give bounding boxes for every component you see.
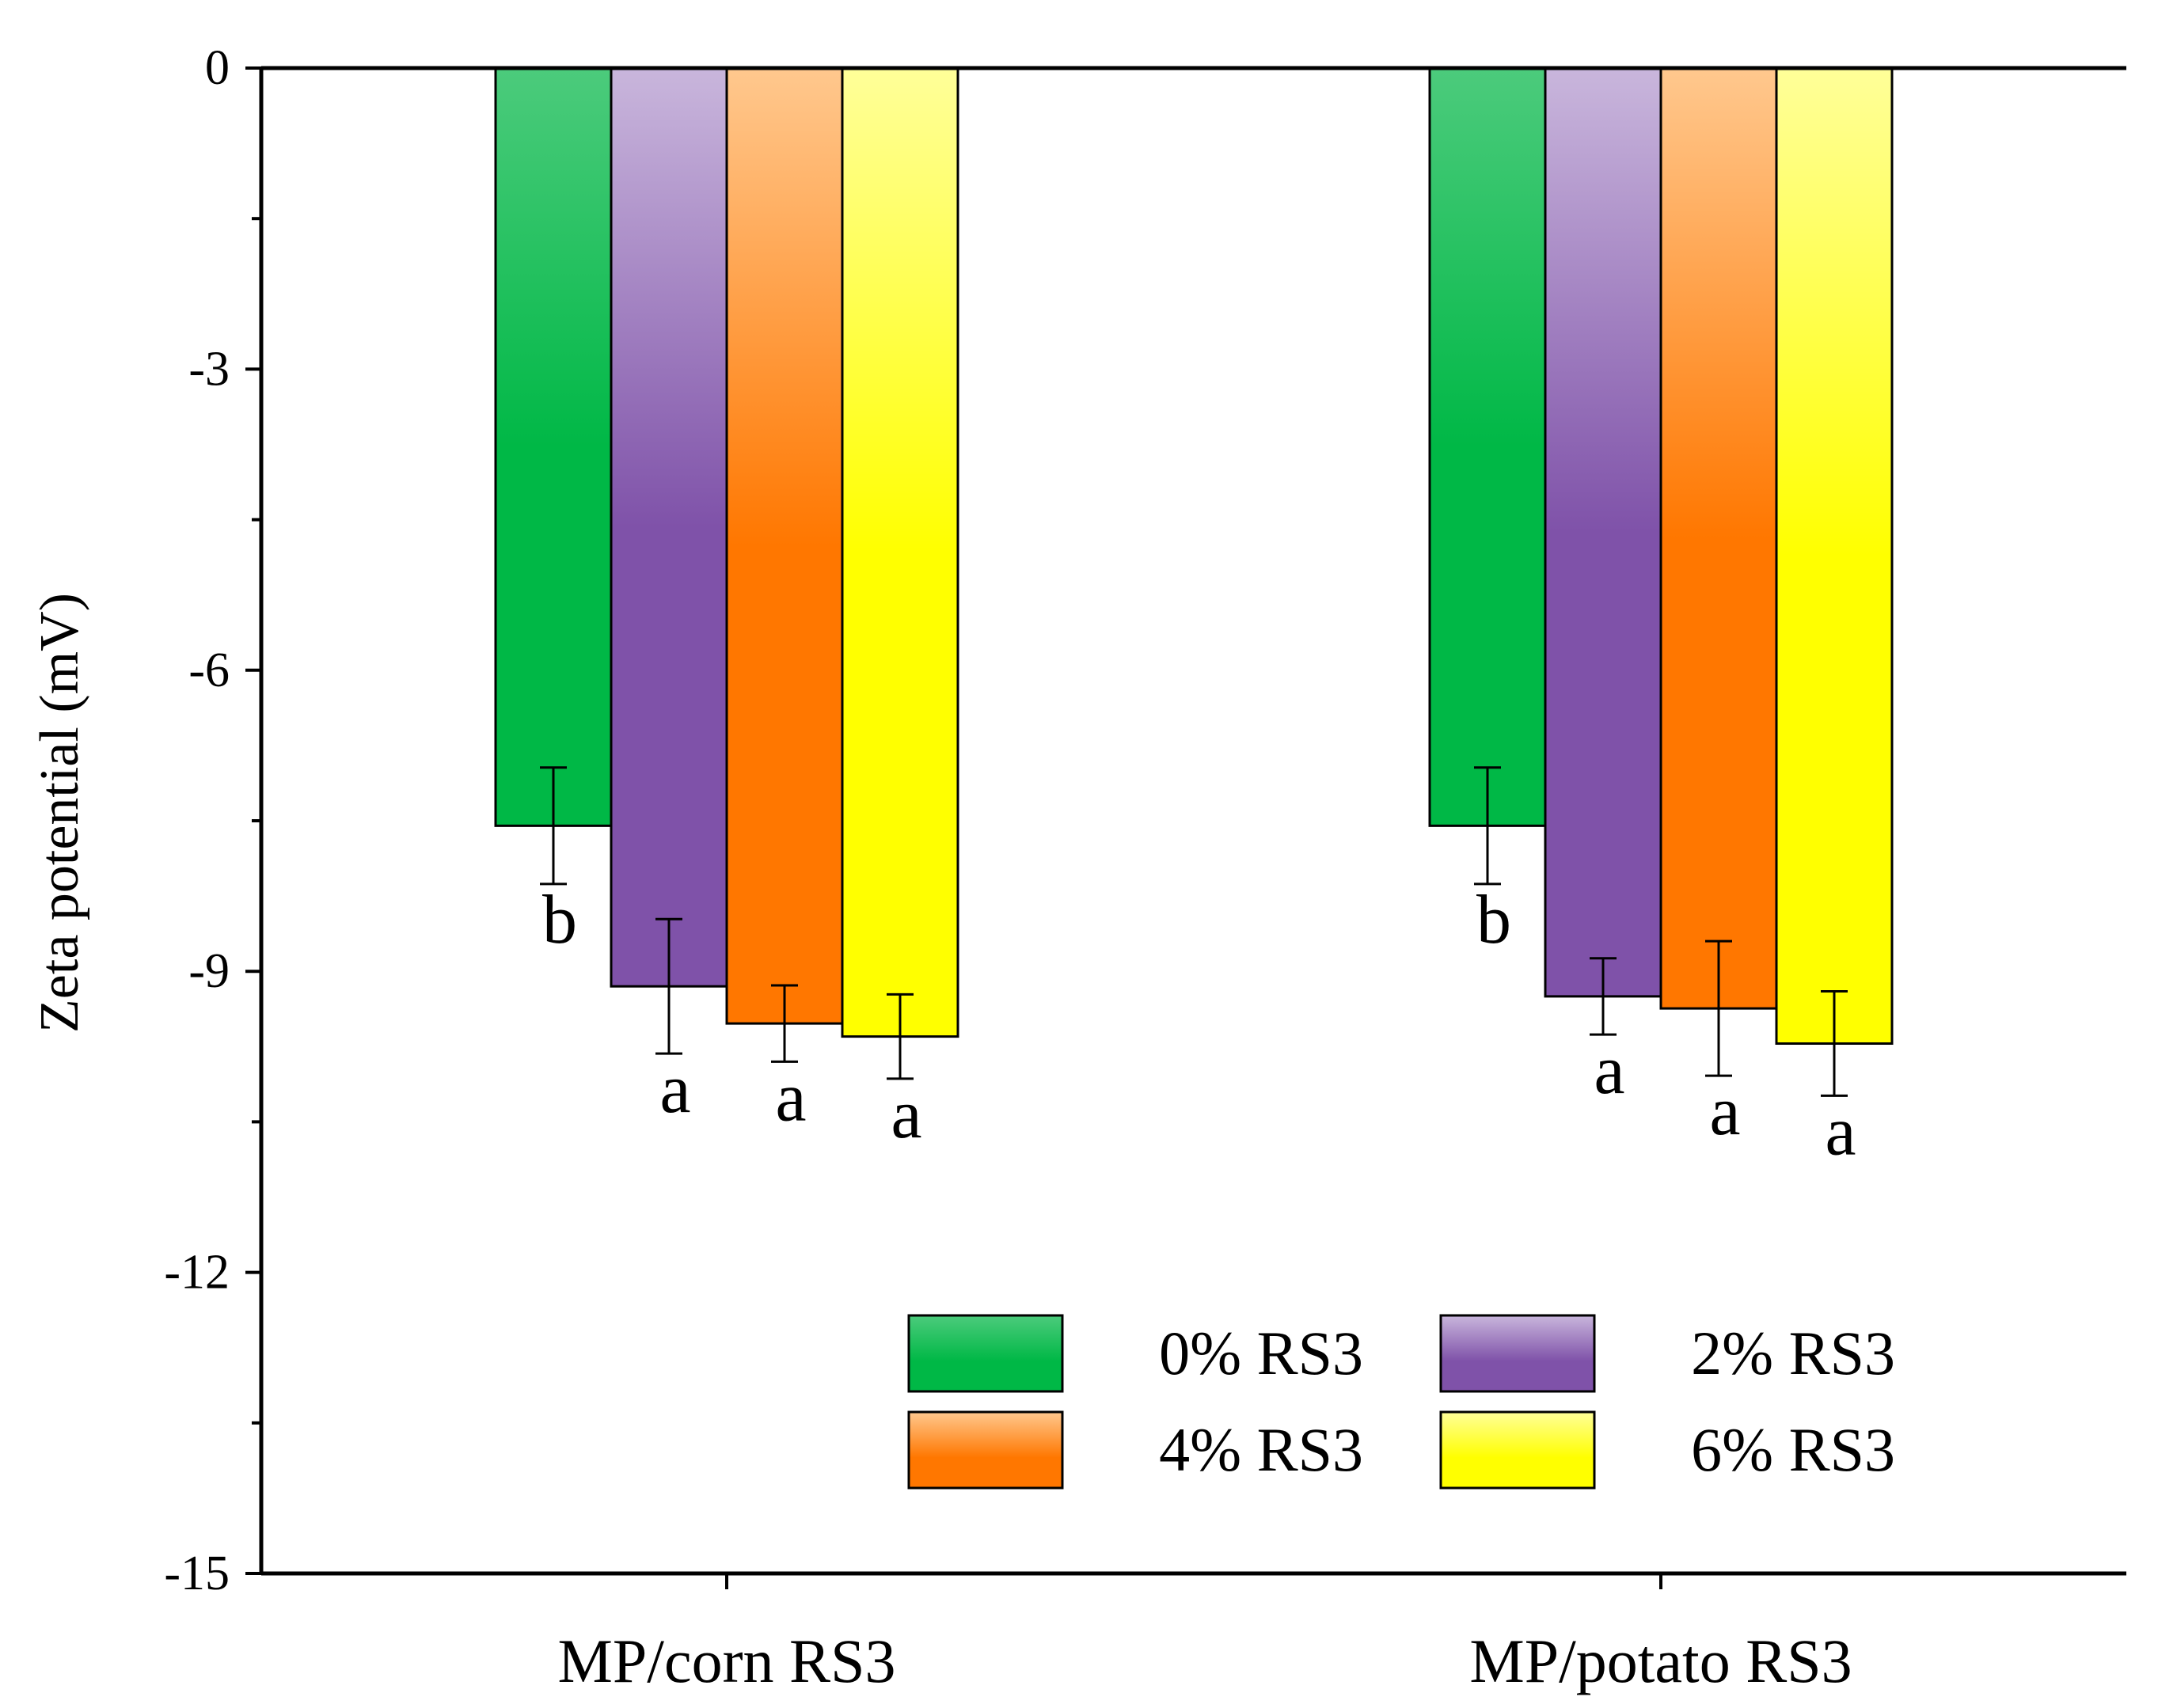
significance-letter-2-3: a <box>1709 1073 1740 1150</box>
bar-2-2 <box>1544 66 1662 998</box>
legend-swatch <box>1439 1314 1596 1393</box>
legend-swatch <box>907 1314 1064 1393</box>
y-axis-title: Zeta potential (mV) <box>29 593 90 1033</box>
significance-letter-2-1: b <box>1476 882 1511 958</box>
y-tick-label-2: -3 <box>188 342 230 396</box>
bar-2-1 <box>1428 66 1547 827</box>
y-tick-label-4: -9 <box>188 944 230 998</box>
bar-1-4 <box>841 66 959 1038</box>
y-tick-label-1: 0 <box>205 41 230 95</box>
bar-2-3 <box>1659 66 1778 1010</box>
legend-label: 0% RS3 <box>1159 1319 1363 1387</box>
significance-letter-1-1: b <box>542 882 577 958</box>
bar-1-2 <box>610 66 728 988</box>
significance-letter-2-2: a <box>1594 1032 1624 1109</box>
x-tick-label-1: MP/corn RS3 <box>558 1626 896 1695</box>
legend-swatch <box>1439 1410 1596 1490</box>
legend-label: 6% RS3 <box>1691 1415 1895 1484</box>
x-tick-label-2: MP/potato RS3 <box>1469 1626 1852 1695</box>
significance-letter-1-2: a <box>659 1051 690 1128</box>
y-tick-label-6: -15 <box>164 1547 230 1600</box>
significance-letter-1-3: a <box>775 1059 806 1136</box>
legend-label: 4% RS3 <box>1159 1415 1363 1484</box>
legend-item-2: 2% RS3 <box>1439 1314 1895 1393</box>
legend-item-1: 0% RS3 <box>907 1314 1363 1393</box>
legend-item-4: 6% RS3 <box>1439 1410 1895 1490</box>
significance-letter-1-4: a <box>891 1076 921 1153</box>
y-tick-label-5: -12 <box>164 1246 230 1300</box>
bar-1-1 <box>494 66 613 827</box>
significance-letter-2-4: a <box>1825 1093 1856 1170</box>
bar-2-4 <box>1775 66 1894 1045</box>
bar-1-3 <box>725 66 844 1025</box>
y-tick-label-3: -6 <box>188 643 230 697</box>
legend-item-3: 4% RS3 <box>907 1410 1363 1490</box>
legend-label: 2% RS3 <box>1691 1319 1895 1387</box>
legend-swatch <box>907 1410 1064 1490</box>
